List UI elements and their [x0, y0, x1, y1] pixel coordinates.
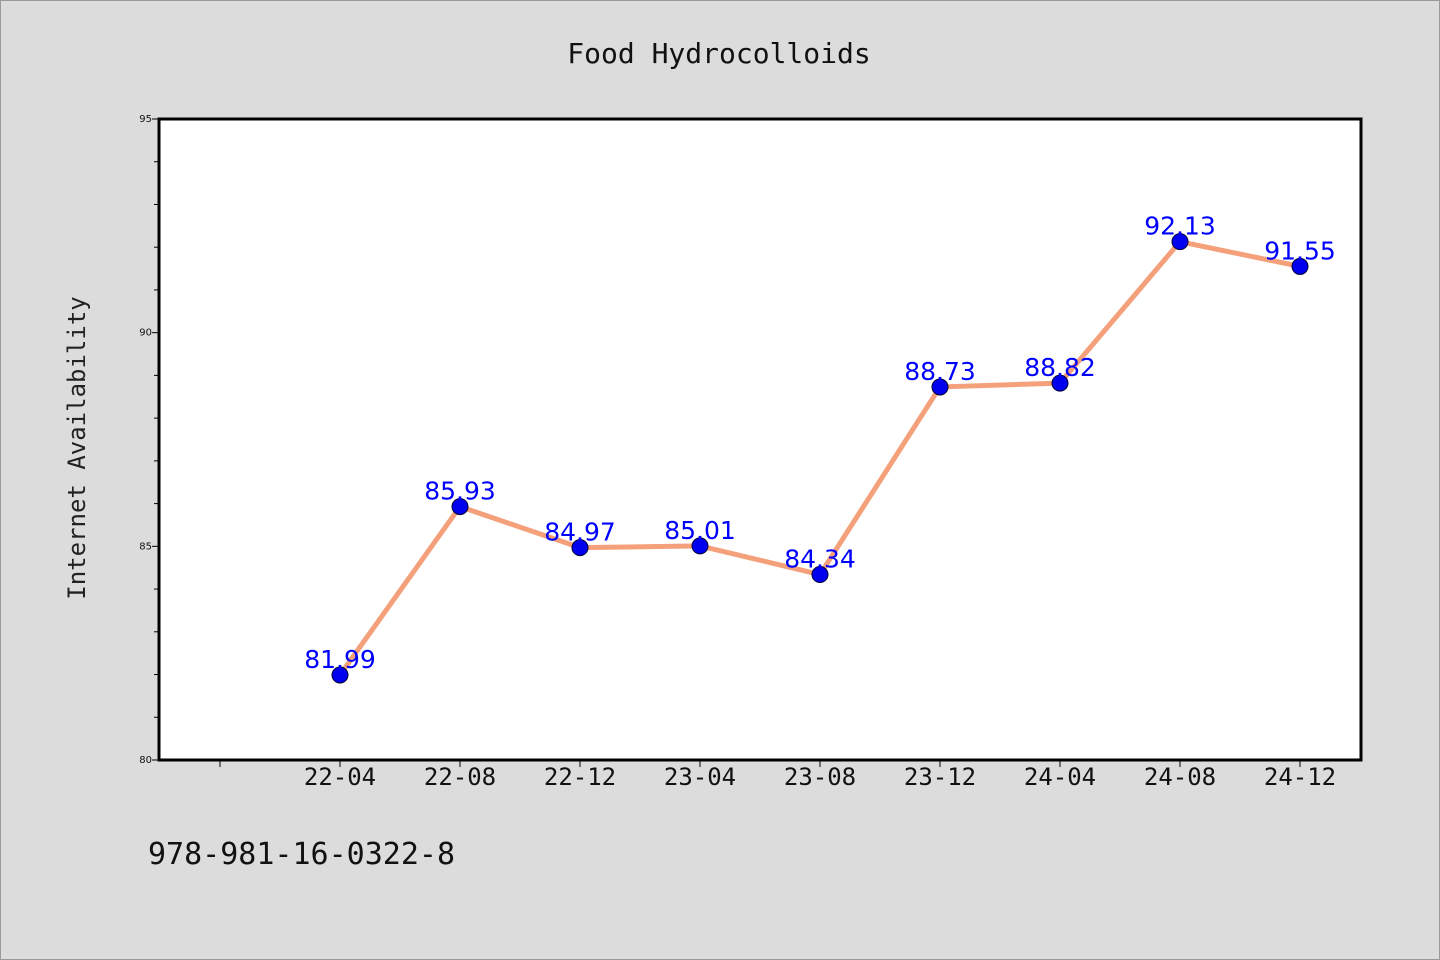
data-label: 88.73 [904, 357, 976, 386]
y-axis-label: Internet Availability [63, 296, 91, 599]
x-axis-ticks: 22-04 22-08 22-12 23-04 23-08 23-12 24-04 24-08… [219, 760, 1336, 791]
y-tick-label: 85 [139, 541, 152, 552]
data-point [691, 537, 709, 555]
data-label: 85.93 [424, 477, 496, 506]
data-label: 88.82 [1024, 353, 1096, 382]
data-point [1291, 257, 1309, 275]
data-point [931, 378, 949, 396]
data-labels-group: 81.99 85.93 84.97 85.01 84.34 88.73 88.82 92.13… [304, 212, 1336, 674]
x-tick-label: 24-04 [1024, 763, 1096, 791]
data-label: 84.97 [544, 518, 616, 547]
series-points-group [331, 233, 1309, 684]
data-point [331, 666, 349, 684]
footer-isbn: 978-981-16-0322-8 [148, 837, 455, 872]
data-point [1051, 374, 1069, 392]
data-point [571, 539, 589, 557]
x-tick-label: 23-08 [784, 763, 856, 791]
data-point [811, 566, 829, 584]
x-tick-label: 22-04 [304, 763, 376, 791]
data-label: 91.55 [1264, 236, 1336, 265]
x-tick-label: 23-04 [664, 763, 736, 791]
data-label: 81.99 [304, 645, 376, 674]
y-tick-label: 90 [139, 328, 152, 339]
data-label: 84.34 [784, 545, 856, 574]
plot-area [157, 117, 1363, 762]
chart-title: Food Hydrocolloids [567, 37, 870, 70]
data-label: 92.13 [1144, 212, 1216, 241]
data-label: 85.01 [664, 516, 736, 545]
x-tick-label: 24-12 [1264, 763, 1336, 791]
data-point [1171, 233, 1189, 251]
x-tick-label: 23-12 [904, 763, 976, 791]
y-tick-label: 95 [139, 114, 152, 125]
data-point [451, 498, 469, 516]
x-tick-label: 24-08 [1144, 763, 1216, 791]
y-tick-label: 80 [139, 755, 152, 766]
x-tick-label: 22-08 [424, 763, 496, 791]
y-axis-ticks: 80 85 90 95 [139, 114, 159, 766]
x-tick-label: 22-12 [544, 763, 616, 791]
